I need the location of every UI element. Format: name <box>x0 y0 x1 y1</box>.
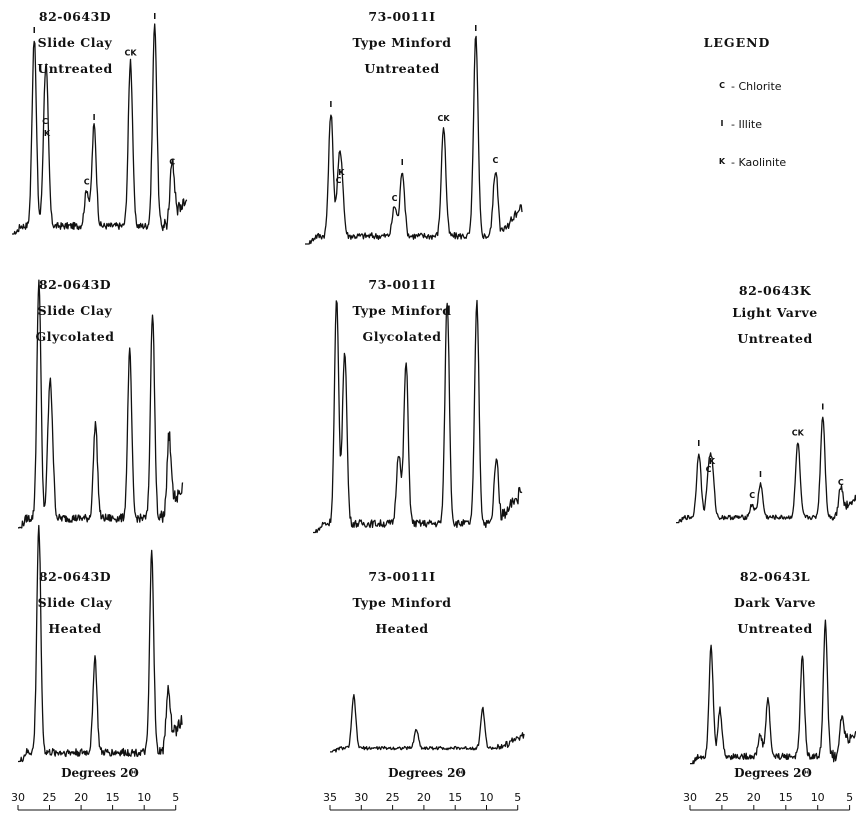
panel-label: 82-0643L <box>740 569 810 584</box>
peak-label: C <box>169 157 175 166</box>
diffractogram-panel: 82-0643D Slide Clay Glycolated <box>17 277 184 529</box>
x-tick-label: 15 <box>779 791 793 804</box>
diffraction-trace <box>305 35 523 245</box>
legend: LEGEND C - Chlorite I - Illite K - Kaoli… <box>704 35 787 169</box>
x-tick-label: 30 <box>354 791 368 804</box>
peak-label: C <box>392 194 398 203</box>
legend-label: - Chlorite <box>731 80 782 93</box>
peak-label: C <box>336 176 342 185</box>
x-tick-label: 5 <box>514 791 521 804</box>
legend-symbol: K <box>719 157 726 166</box>
x-tick-label: 20 <box>747 791 761 804</box>
peak-label: I <box>474 24 477 33</box>
panel-label: Slide Clay <box>38 595 113 610</box>
peak-label: CK <box>124 48 137 57</box>
peak-label: CK <box>438 114 451 123</box>
legend-label: - Illite <box>731 118 762 131</box>
panel-label: Glycolated <box>36 329 115 344</box>
panel-label: Dark Varve <box>734 595 816 610</box>
panel-label: Slide Clay <box>38 303 113 318</box>
diffraction-trace <box>17 279 184 529</box>
peak-label: C <box>706 465 712 474</box>
panel-label: 73-0011I <box>368 569 435 584</box>
panel-label: Slide Clay <box>38 35 113 50</box>
panel-label: Untreated <box>37 61 112 76</box>
peak-label: I <box>821 403 824 412</box>
panel-label: Light Varve <box>732 305 817 320</box>
panel-label: Type Minford <box>353 35 452 50</box>
diffraction-trace <box>12 23 188 235</box>
x-tick-label: 15 <box>448 791 462 804</box>
x-tick-label: 30 <box>683 791 697 804</box>
x-tick-label: 35 <box>323 791 337 804</box>
x-axis-title: Degrees 2Θ <box>61 766 139 780</box>
diffraction-trace <box>313 299 523 534</box>
x-tick-label: 10 <box>137 791 151 804</box>
panel-label: Untreated <box>737 331 812 346</box>
x-tick-label: 20 <box>417 791 431 804</box>
peak-label: C <box>492 156 498 165</box>
panel-label: Heated <box>375 621 428 636</box>
legend-symbol: I <box>721 119 724 128</box>
panel-label: 82-0643D <box>39 277 111 292</box>
legend-symbol: C <box>719 81 725 90</box>
x-tick-label: 5 <box>172 791 179 804</box>
x-tick-label: 20 <box>74 791 88 804</box>
peak-label: C <box>42 117 48 126</box>
panel-label: 73-0011I <box>368 277 435 292</box>
x-axis-title: Degrees 2Θ <box>734 766 812 780</box>
diffractogram-panel: 82-0643D Slide Clay Heated Degrees 2Θ 30 25 20… <box>11 524 183 811</box>
peak-label: C <box>838 478 844 487</box>
diffractogram-panel: 73-0011I Type Minford Glycolated <box>313 277 523 534</box>
diffraction-trace <box>676 416 856 524</box>
diffraction-trace <box>689 619 856 765</box>
legend-title: LEGEND <box>704 35 771 50</box>
panel-label: 82-0643D <box>39 9 111 24</box>
peak-label: C <box>749 491 755 500</box>
panel-label: Type Minford <box>353 595 452 610</box>
peak-label: I <box>697 439 700 448</box>
diffractogram-panel: 82-0643L Dark Varve Untreated Degrees 2Θ 30 2… <box>683 569 856 811</box>
panel-label: Heated <box>48 621 101 636</box>
panel-label: Untreated <box>737 621 812 636</box>
peak-label: C <box>84 178 90 187</box>
peak-label: CK <box>792 429 805 438</box>
peak-label: I <box>759 470 762 479</box>
diffractogram-panel: 73-0011I Type Minford Heated Degrees 2Θ 35 30… <box>323 569 525 811</box>
x-tick-label: 30 <box>11 791 25 804</box>
peak-label: I <box>401 158 404 167</box>
panel-label: 82-0643K <box>739 283 812 298</box>
x-tick-label: 10 <box>811 791 825 804</box>
x-tick-label: 25 <box>715 791 729 804</box>
legend-label: - Kaolinite <box>731 156 786 169</box>
panel-label: 82-0643D <box>39 569 111 584</box>
x-tick-label: 5 <box>846 791 853 804</box>
peak-label: I <box>93 113 96 122</box>
peak-label: I <box>33 26 36 35</box>
panel-label: Untreated <box>364 61 439 76</box>
x-tick-label: 25 <box>43 791 57 804</box>
peak-label: I <box>153 12 156 21</box>
peak-label: K <box>44 129 51 138</box>
panel-label: 73-0011I <box>368 9 435 24</box>
peak-label: K <box>709 457 716 466</box>
x-tick-label: 10 <box>480 791 494 804</box>
panel-label: Glycolated <box>363 329 442 344</box>
diffraction-trace <box>17 524 183 763</box>
x-tick-label: 15 <box>106 791 120 804</box>
diffraction-trace <box>330 694 525 753</box>
panel-label: Type Minford <box>353 303 452 318</box>
peak-label: K <box>338 168 345 177</box>
x-tick-label: 25 <box>386 791 400 804</box>
x-axis-title: Degrees 2Θ <box>388 766 466 780</box>
peak-label: I <box>329 100 332 109</box>
